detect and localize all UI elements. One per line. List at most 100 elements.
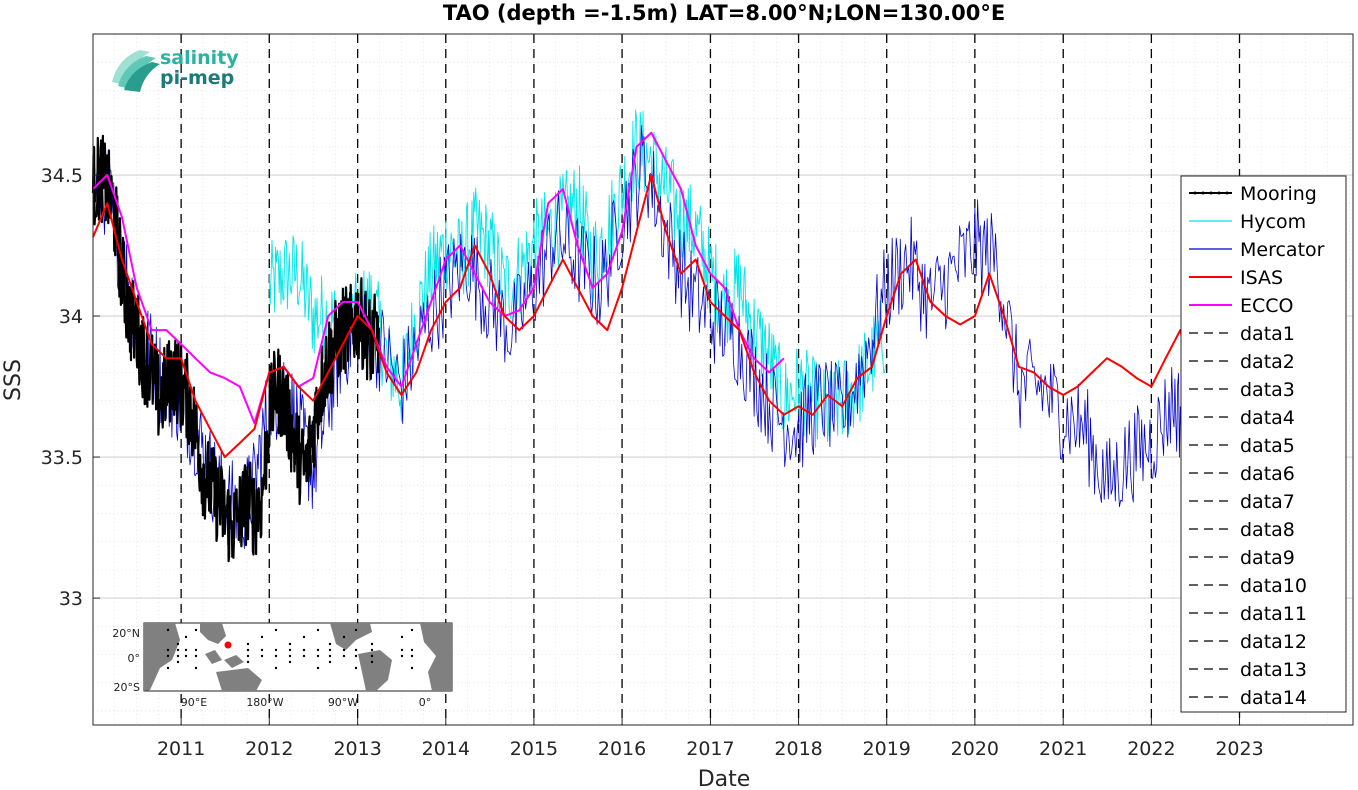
mooring-dot xyxy=(410,628,414,632)
mooring-dot xyxy=(194,648,198,652)
legend-label: data6 xyxy=(1240,463,1295,485)
y-tick-label: 34.5 xyxy=(41,165,83,187)
selected-mooring-marker xyxy=(224,641,232,649)
legend-label: Hycom xyxy=(1240,211,1306,233)
legend-label: data5 xyxy=(1240,435,1295,457)
legend-label: data11 xyxy=(1240,603,1307,625)
inset-map: 20°N 0° 20°S 90°E 180°W 90°W 0° xyxy=(112,622,453,709)
series-layer xyxy=(91,109,1193,563)
x-tick-label: 2013 xyxy=(333,738,381,760)
x-tick-label: 2015 xyxy=(510,738,558,760)
mooring-dot xyxy=(316,654,320,658)
series-line-ecco xyxy=(92,131,785,425)
mooring-dot xyxy=(370,660,374,664)
legend: Mooring Hycom Mercator ISAS ECCO data1 data2 da… xyxy=(1180,175,1347,713)
legend-swatch-dot xyxy=(1209,191,1213,195)
y-tick-label: 33.5 xyxy=(41,447,83,469)
y-axis-label: SSS xyxy=(1,359,26,401)
logo-line-2: pi-mep xyxy=(160,67,234,89)
mooring-dot xyxy=(302,654,306,658)
x-tick-label: 2014 xyxy=(422,738,470,760)
mooring-dot xyxy=(410,654,414,658)
legend-label: data2 xyxy=(1240,351,1295,373)
map-labels: 20°N 0° 20°S 90°E 180°W 90°W 0° xyxy=(112,627,431,709)
mooring-dot xyxy=(184,654,188,658)
mooring-dot xyxy=(260,654,264,658)
mooring-dot xyxy=(194,628,198,632)
legend-label: data10 xyxy=(1240,575,1307,597)
mooring-dot xyxy=(260,635,264,639)
map-land xyxy=(144,623,452,691)
mooring-dot xyxy=(370,654,374,658)
legend-label: data1 xyxy=(1240,323,1295,345)
mooring-dot xyxy=(316,628,320,632)
mooring-dot xyxy=(246,654,250,658)
mooring-dot xyxy=(246,648,250,652)
mooring-dot xyxy=(342,635,346,639)
mooring-dot xyxy=(316,666,320,670)
legend-label: Mooring xyxy=(1240,183,1317,205)
mooring-dot xyxy=(370,648,374,652)
legend-box xyxy=(1180,175,1347,713)
mooring-dot xyxy=(176,660,180,664)
mooring-dot xyxy=(354,654,358,658)
mooring-dot xyxy=(288,660,292,664)
mooring-dot xyxy=(176,642,180,646)
mooring-dot xyxy=(400,635,404,639)
x-tick-label: 2011 xyxy=(157,738,205,760)
mooring-dot xyxy=(302,648,306,652)
mooring-dot xyxy=(288,654,292,658)
series-line-mercator xyxy=(92,124,1188,549)
map-lat-label: 20°N xyxy=(112,627,140,640)
mooring-dot xyxy=(328,660,332,664)
mooring-dot xyxy=(288,642,292,646)
mooring-dot xyxy=(166,628,170,632)
plot-area xyxy=(93,34,1353,725)
legend-label: data4 xyxy=(1240,407,1295,429)
x-axis-label: Date xyxy=(698,767,751,790)
map-lat-label: 20°S xyxy=(114,681,140,694)
legend-label: data9 xyxy=(1240,547,1295,569)
legend-label: data13 xyxy=(1240,659,1307,681)
logo-line-1: salinity xyxy=(160,47,239,69)
mooring-dot xyxy=(274,648,278,652)
mooring-dot xyxy=(166,654,170,658)
series-line-mooring xyxy=(91,134,380,563)
year-divider-lines xyxy=(180,34,1241,725)
x-tick-label: 2019 xyxy=(863,738,911,760)
map-lon-label: 90°E xyxy=(181,696,207,709)
mooring-dot xyxy=(288,648,292,652)
legend-label: Mercator xyxy=(1240,239,1325,261)
series-line-hycom xyxy=(268,109,887,448)
mooring-dot xyxy=(410,648,414,652)
x-tick-label: 2017 xyxy=(686,738,734,760)
map-lon-label: 90°W xyxy=(328,696,358,709)
mooring-dot xyxy=(194,666,198,670)
salinity-pi-mep-logo: salinity pi-mep xyxy=(112,47,239,92)
x-tick-label: 2023 xyxy=(1215,738,1263,760)
x-tick-label: 2022 xyxy=(1127,738,1175,760)
mooring-dot xyxy=(302,635,306,639)
y-axis-ticks: 33 33.5 34 34.5 xyxy=(41,165,100,610)
legend-swatch-dot xyxy=(1193,191,1197,195)
series-line-isas xyxy=(92,174,1193,459)
mooring-dot xyxy=(166,666,170,670)
mooring-dot xyxy=(400,648,404,652)
mooring-dot xyxy=(246,660,250,664)
mooring-dot xyxy=(176,654,180,658)
x-axis-ticks: 2011 2012 2013 2014 2015 2016 2017 2018 2019 2020… xyxy=(157,718,1264,760)
map-lat-label: 0° xyxy=(128,652,141,665)
legend-label: ISAS xyxy=(1240,267,1283,289)
chart-title: TAO (depth =-1.5m) LAT=8.00°N;LON=130.00… xyxy=(443,1,1005,25)
mooring-dot xyxy=(354,648,358,652)
x-tick-label: 2018 xyxy=(774,738,822,760)
mooring-dot xyxy=(316,648,320,652)
mooring-dot xyxy=(328,654,332,658)
mooring-dots xyxy=(166,628,414,670)
mooring-dot xyxy=(166,648,170,652)
mooring-dot xyxy=(328,648,332,652)
mooring-dot xyxy=(342,648,346,652)
mooring-dot xyxy=(354,666,358,670)
mooring-dot xyxy=(176,648,180,652)
